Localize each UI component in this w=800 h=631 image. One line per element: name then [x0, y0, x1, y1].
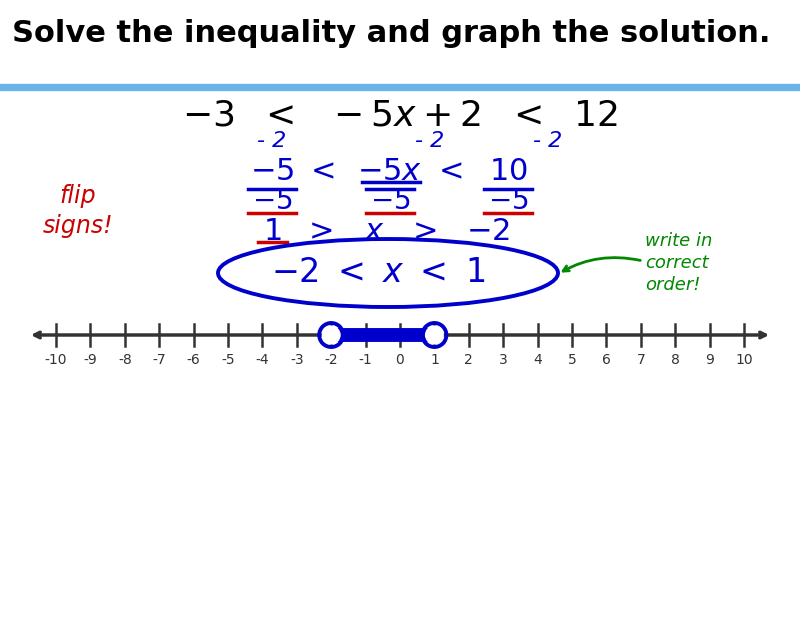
- Text: -8: -8: [118, 353, 132, 367]
- Text: $>$: $>$: [303, 216, 333, 245]
- Text: 10: 10: [735, 353, 753, 367]
- Text: 9: 9: [705, 353, 714, 367]
- Text: flip
signs!: flip signs!: [42, 184, 114, 238]
- Text: 1: 1: [430, 353, 439, 367]
- Text: -9: -9: [83, 353, 98, 367]
- Text: -1: -1: [358, 353, 373, 367]
- Text: 8: 8: [670, 353, 680, 367]
- Text: - 2: - 2: [258, 131, 286, 151]
- Text: $>$: $>$: [407, 216, 437, 245]
- Text: -7: -7: [152, 353, 166, 367]
- Text: Solve the inequality and graph the solution.: Solve the inequality and graph the solut…: [12, 18, 770, 47]
- Text: 5: 5: [568, 353, 576, 367]
- Text: - 2: - 2: [415, 131, 445, 151]
- Text: 6: 6: [602, 353, 611, 367]
- Text: $1$: $1$: [262, 216, 282, 245]
- Text: 4: 4: [534, 353, 542, 367]
- Text: $10$: $10$: [489, 156, 527, 186]
- Text: -4: -4: [255, 353, 270, 367]
- Text: $-2\ <\ x\ <\ 1$: $-2\ <\ x\ <\ 1$: [271, 256, 485, 290]
- Text: $-5$: $-5$: [488, 187, 528, 215]
- Text: -2: -2: [324, 353, 338, 367]
- Text: $-5$: $-5$: [252, 187, 292, 215]
- Text: $-5$: $-5$: [250, 156, 294, 186]
- Text: 0: 0: [396, 353, 404, 367]
- Circle shape: [425, 326, 444, 345]
- Text: $-2$: $-2$: [466, 216, 510, 245]
- Text: write in
correct
order!: write in correct order!: [645, 232, 712, 294]
- Text: 7: 7: [637, 353, 645, 367]
- Text: $<$: $<$: [433, 156, 463, 186]
- Text: $-5$: $-5$: [370, 187, 410, 215]
- Text: - 2: - 2: [534, 131, 562, 151]
- Text: $-5x$: $-5x$: [358, 156, 422, 186]
- Text: $<$: $<$: [305, 156, 335, 186]
- Ellipse shape: [218, 239, 558, 307]
- Text: -10: -10: [45, 353, 67, 367]
- Text: -6: -6: [186, 353, 201, 367]
- Text: 3: 3: [499, 353, 507, 367]
- Text: 2: 2: [465, 353, 473, 367]
- Text: -3: -3: [290, 353, 304, 367]
- Circle shape: [322, 326, 341, 345]
- Text: -5: -5: [221, 353, 235, 367]
- Text: $-3\ \ <\ \ -5x+2\ \ <\ \ 12$: $-3\ \ <\ \ -5x+2\ \ <\ \ 12$: [182, 98, 618, 132]
- Text: $x$: $x$: [365, 216, 386, 245]
